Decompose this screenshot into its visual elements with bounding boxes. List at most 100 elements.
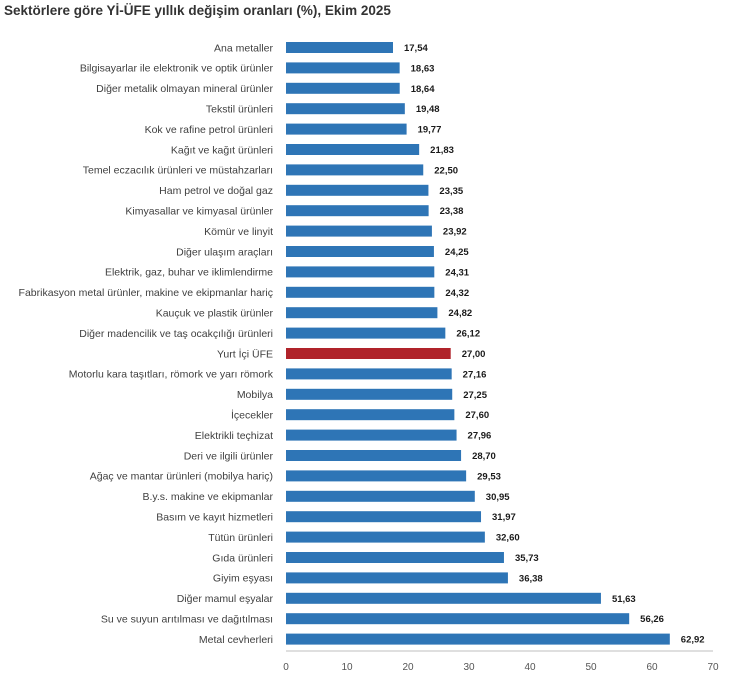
data-label: 27,96 (468, 431, 492, 442)
bar (286, 123, 407, 135)
category-label: Ham petrol ve doğal gaz (159, 185, 273, 197)
category-label: Kok ve rafine petrol ürünleri (145, 124, 273, 136)
data-label: 19,77 (418, 125, 442, 136)
bar (286, 531, 485, 543)
bar (286, 82, 400, 94)
data-label: 29,53 (477, 471, 501, 482)
category-label: Kauçuk ve plastik ürünler (156, 308, 274, 320)
bar (286, 450, 462, 461)
data-label: 24,25 (445, 247, 469, 258)
category-label: Elektrikli teçhizat (195, 430, 273, 442)
data-label: 19,48 (416, 104, 440, 115)
bar (286, 429, 457, 441)
data-label: 21,83 (430, 145, 454, 156)
category-label: Diğer madencilik ve taş ocakçılığı ürünl… (79, 328, 273, 340)
category-label: Kimyasallar ve kimyasal ürünler (125, 206, 273, 218)
data-label: 23,92 (443, 227, 467, 238)
bar (286, 42, 393, 53)
bar (286, 103, 405, 115)
x-tick-label: 70 (707, 662, 719, 673)
bar (286, 327, 446, 339)
category-label: Fabrikasyon metal ürünler, makine ve eki… (19, 287, 273, 299)
category-label: Gıda ürünleri (212, 552, 273, 564)
data-label: 18,63 (411, 63, 435, 74)
category-label: Ağaç ve mantar ürünleri (mobilya hariç) (90, 471, 273, 483)
x-tick-label: 40 (524, 662, 536, 673)
category-label: Bilgisayarlar ile elektronik ve optik ür… (80, 63, 274, 75)
x-tick-label: 0 (283, 662, 289, 673)
bar (286, 552, 504, 563)
category-label: Basım ve kayıt hizmetleri (156, 512, 273, 524)
data-label: 35,73 (515, 553, 539, 564)
category-label: B.y.s. makine ve ekipmanlar (142, 491, 273, 503)
category-label: Diğer metalik olmayan mineral ürünler (96, 83, 273, 95)
category-label: Metal cevherleri (199, 634, 273, 646)
bar (286, 368, 452, 380)
bar (286, 184, 429, 196)
data-label: 27,60 (465, 410, 489, 421)
bar (286, 164, 424, 176)
data-label: 27,16 (463, 369, 487, 380)
category-label: Tekstil ürünleri (206, 104, 273, 116)
data-label: 24,32 (445, 288, 469, 299)
x-tick-label: 50 (585, 662, 597, 673)
bar (286, 511, 482, 523)
category-label: Kağıt ve kağıt ürünleri (171, 144, 273, 156)
category-label: İçecekler (231, 409, 274, 422)
bar (286, 388, 453, 400)
x-tick-label: 20 (402, 662, 414, 673)
data-label: 18,64 (411, 84, 435, 95)
bar (286, 246, 434, 257)
category-label: Giyim eşyası (213, 573, 273, 585)
data-label: 26,12 (456, 329, 480, 340)
data-label: 56,26 (640, 614, 664, 625)
data-label: 17,54 (404, 43, 428, 54)
data-label: 36,38 (519, 573, 543, 584)
x-tick-label: 10 (341, 662, 353, 673)
data-label: 28,70 (472, 451, 496, 462)
data-label: 22,50 (434, 165, 458, 176)
bar (286, 205, 429, 217)
bar (286, 572, 508, 584)
bar (286, 62, 400, 74)
x-axis-ticks: 0 10 20 30 40 50 60 70 (283, 662, 719, 673)
bar-highlight (286, 348, 451, 359)
bar (286, 286, 435, 298)
data-label: 27,00 (462, 349, 486, 360)
category-label: Yurt İçi ÜFE (217, 347, 273, 360)
category-label: Temel eczacılık ürünleri ve müstahzarlar… (83, 165, 273, 177)
data-label: 24,31 (445, 267, 469, 278)
category-label: Kömür ve linyit (204, 226, 273, 238)
data-label: 51,63 (612, 594, 636, 605)
category-label: Elektrik, gaz, buhar ve iklimlendirme (105, 267, 273, 279)
bar (286, 490, 475, 502)
chart-title: Sektörlere göre Yİ-ÜFE yıllık değişim or… (4, 3, 391, 18)
category-label: Mobilya (237, 389, 273, 401)
data-label: 24,82 (448, 308, 472, 319)
data-label: 23,38 (440, 206, 464, 217)
bar (286, 409, 455, 421)
bar (286, 592, 601, 604)
bar (286, 225, 432, 237)
category-label: Diğer mamul eşyalar (177, 593, 274, 605)
category-label: Diğer ulaşım araçları (176, 246, 273, 258)
category-label: Su ve suyun arıtılması ve dağıtılması (101, 614, 273, 626)
bars-layer: Ana metaller 17,54 Bilgisayarlar ile elekt… (19, 42, 705, 646)
data-label: 62,92 (681, 635, 705, 646)
x-tick-label: 60 (646, 662, 658, 673)
category-label: Tütün ürünleri (208, 532, 273, 544)
category-label: Deri ve ilgili ürünler (184, 450, 274, 462)
bar (286, 266, 435, 278)
bar (286, 613, 630, 625)
data-label: 30,95 (486, 492, 510, 503)
data-label: 32,60 (496, 533, 520, 544)
bar (286, 307, 438, 319)
bar (286, 633, 670, 645)
bar (286, 144, 420, 155)
bar (286, 470, 467, 482)
category-label: Ana metaller (214, 42, 273, 54)
data-label: 27,25 (463, 390, 487, 401)
data-label: 31,97 (492, 512, 516, 523)
x-tick-label: 30 (463, 662, 475, 673)
